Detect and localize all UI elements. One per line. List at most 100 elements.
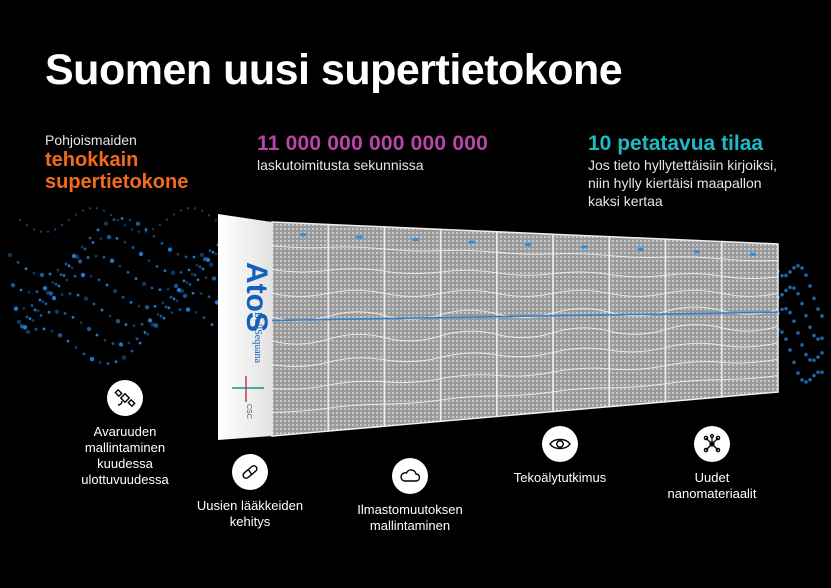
particle-dot [193, 207, 197, 210]
stat-operations-caption: laskutoimitusta sekunnissa [257, 157, 424, 173]
particle-dot [804, 352, 808, 357]
particle-dot [208, 262, 214, 267]
particle-dot [812, 358, 816, 363]
particle-dot [108, 314, 112, 318]
particle-dot [179, 271, 183, 274]
particle-dot [780, 292, 784, 297]
cabinet-panel [496, 230, 554, 418]
particle-dot [796, 371, 800, 375]
cabinet-end-panel [218, 214, 272, 440]
particle-dot [812, 373, 816, 378]
particle-dot [146, 332, 150, 336]
particle-dot [25, 315, 29, 319]
cabinet-wave-line [384, 335, 441, 342]
cabinet-wave-line [552, 308, 610, 314]
atos-logo: AtoS [240, 262, 273, 332]
cabinet-wave-line [328, 380, 385, 386]
particle-dot [80, 272, 86, 278]
particle-dot [115, 318, 121, 324]
cabinet-wave-line [328, 357, 385, 363]
particle-dot [59, 273, 63, 276]
cabinet-status-light [412, 238, 419, 242]
cabinet-wave-line [665, 342, 722, 349]
particle-dot [816, 355, 820, 359]
cabinet-wave-line [496, 312, 554, 318]
cabinet-wave-line [552, 347, 610, 353]
particle-dot [82, 352, 86, 356]
cabinet-wave-line [721, 292, 779, 297]
particle-dot [48, 291, 54, 296]
particle-dot [820, 314, 824, 318]
particle-dot [816, 370, 820, 375]
particle-dot [77, 259, 83, 264]
particle-dot [160, 241, 164, 245]
feature-space-line2: mallintaminen [84, 440, 166, 455]
cabinet-wave-line [496, 332, 554, 339]
particle-dot [173, 283, 179, 289]
particle-dot [140, 322, 144, 326]
particle-dot [150, 286, 154, 290]
cabinet-wave-line [271, 361, 329, 368]
particle-dot [151, 228, 155, 231]
cabinet-wave-line [440, 289, 497, 294]
particle-dot [185, 307, 191, 312]
particle-dot [804, 380, 808, 384]
cabinet-wave-line [328, 289, 385, 294]
particle-dot [190, 272, 194, 276]
cabinet-wave-line [553, 289, 610, 294]
particle-dot [135, 337, 139, 341]
feature-climate-line1: Ilmastomuutoksen [357, 502, 463, 517]
particle-dot [812, 333, 816, 338]
particle-dot [808, 284, 812, 288]
particle-dot [116, 219, 120, 222]
cabinet-wave-line [721, 258, 779, 262]
feature-medicine-line2: kehitys [229, 514, 271, 529]
particle-dot [152, 234, 156, 238]
particle-dot [155, 265, 159, 268]
particle-dot [207, 213, 211, 217]
particle-dot [94, 254, 98, 258]
particle-dot [796, 263, 800, 268]
particle-dot [211, 276, 217, 281]
particle-dot [141, 281, 147, 287]
feature-nano-line1: Uudet [694, 470, 730, 485]
particle-dot [784, 273, 788, 278]
cabinet-wave-line [553, 387, 610, 393]
particle-dot [50, 329, 54, 333]
cabinet-wave-line [328, 403, 385, 409]
feature-space-line1: Avaruuden [93, 424, 157, 439]
particle-dot [88, 207, 92, 210]
particle-dot [176, 252, 180, 256]
particle-dot [820, 351, 824, 355]
particle-dot [134, 277, 138, 281]
particle-dot [109, 213, 113, 217]
particle-dot [73, 274, 77, 278]
particle-dot [25, 329, 31, 335]
cabinet-panel [271, 221, 329, 437]
particle-dot [191, 291, 195, 295]
cabinet-status-light [693, 250, 700, 254]
cabinet-wave-line [328, 246, 385, 250]
particle-dot [88, 236, 92, 240]
particle-dot [54, 309, 60, 314]
particle-dot [200, 209, 204, 213]
particle-dot [89, 356, 95, 362]
cabinet-wave-line [384, 378, 441, 384]
particle-dot [118, 342, 124, 347]
particle-dot [780, 330, 784, 334]
particle-dot [208, 249, 212, 252]
particle-dot [126, 270, 130, 274]
particle-dot [19, 288, 23, 292]
particle-dot [39, 272, 45, 278]
cabinet-wave-line [440, 249, 497, 253]
particle-dot [210, 323, 214, 327]
stat-nordic-line1: Pohjoismaiden [45, 132, 137, 148]
cabinet-wave-line [609, 255, 666, 259]
particle-dot [188, 283, 192, 286]
particle-dot [28, 317, 32, 321]
particle-dot [54, 282, 58, 286]
particle-dot [165, 218, 169, 221]
particle-dot [204, 276, 208, 280]
particle-dot [195, 263, 199, 267]
cabinet-wave-line [271, 269, 329, 273]
